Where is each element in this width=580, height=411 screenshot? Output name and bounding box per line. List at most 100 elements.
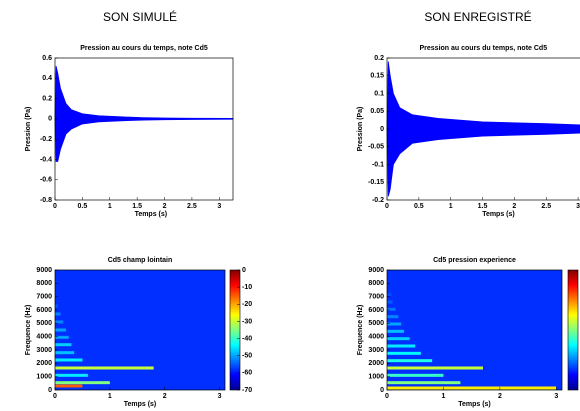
y-tick-label: 5000 (36, 320, 52, 327)
harmonic (55, 366, 154, 370)
y-tick-label: 7000 (368, 294, 384, 301)
y-tick-label: 0.15 (370, 73, 384, 80)
x-tick-label: 2.5 (187, 203, 197, 210)
y-tick-label: 2000 (368, 360, 384, 367)
y-tick-label: 4000 (368, 334, 384, 341)
x-tick-label: 3 (554, 393, 558, 400)
axes-frame (54, 57, 234, 201)
harmonic (55, 335, 69, 339)
y-tick-label: -0.15 (368, 179, 384, 186)
harmonic (387, 381, 461, 385)
colorbar-tick-label: -30 (242, 318, 252, 325)
x-tick-label: 0 (385, 393, 389, 400)
harmonic (55, 384, 83, 388)
waveform (54, 66, 234, 120)
plot-area (55, 58, 233, 200)
axes-frame (54, 269, 226, 391)
waveform (386, 61, 580, 130)
harmonic (55, 304, 58, 308)
harmonic (55, 320, 64, 324)
y-tick-label: -0.2 (40, 136, 52, 143)
y-tick-label: 3000 (368, 347, 384, 354)
x-tick-label: 0.5 (78, 203, 88, 210)
harmonic (55, 373, 88, 377)
waveform (386, 128, 580, 197)
y-tick-label: 0.6 (42, 55, 52, 62)
x-tick-label: 3 (218, 393, 222, 400)
y-axis-label: Frequence (Hz) (25, 305, 32, 356)
y-tick-label: 0 (48, 387, 52, 394)
harmonic (387, 322, 402, 326)
x-tick-label: 2.5 (541, 203, 551, 210)
y-tick-label: 1000 (368, 374, 384, 381)
spectrogram-background (387, 270, 562, 390)
colorbar (567, 269, 579, 391)
colorbar-tick-label: -40 (242, 335, 252, 342)
y-tick-label: -0.2 (372, 197, 384, 204)
spectrogram-background (55, 270, 225, 390)
heading: SON SIMULÉ (103, 9, 177, 24)
colorbar-tick-label: -50 (242, 353, 252, 360)
x-tick-label: 2 (163, 393, 167, 400)
x-tick-label: 2 (498, 393, 502, 400)
harmonic (55, 343, 72, 347)
chart-title: Cd5 champ lointain (108, 257, 173, 264)
x-tick-label: 1.5 (132, 203, 142, 210)
x-tick-label: 1 (108, 203, 112, 210)
colorbar-tick-label: 0 (242, 267, 246, 274)
y-tick-label: 0 (48, 116, 52, 123)
harmonic (387, 329, 404, 333)
x-axis-label: Temps (s) (458, 401, 491, 408)
x-tick-label: 2 (163, 203, 167, 210)
y-tick-label: 8000 (368, 280, 384, 287)
harmonic (387, 351, 421, 355)
y-axis-label: Pression (Pa) (357, 107, 364, 152)
harmonic (387, 300, 393, 304)
y-tick-label: -0.1 (372, 161, 384, 168)
x-tick-label: 3 (217, 203, 221, 210)
x-tick-label: 1.5 (478, 203, 488, 210)
y-tick-label: 0 (380, 387, 384, 394)
colorbar-tick-label: -60 (242, 370, 252, 377)
y-tick-label: 0.4 (42, 75, 52, 82)
y-tick-label: 6000 (368, 307, 384, 314)
harmonic (387, 315, 399, 319)
y-tick-label: 9000 (36, 267, 52, 274)
y-tick-label: 1000 (36, 374, 52, 381)
harmonic (387, 373, 444, 377)
y-tick-label: 0.2 (374, 55, 384, 62)
harmonic (387, 293, 392, 297)
y-tick-label: 4000 (36, 334, 52, 341)
heading: SON ENREGISTRÉ (424, 9, 531, 24)
colorbar-tick-label: -20 (242, 301, 252, 308)
harmonic (387, 344, 416, 348)
y-tick-label: 3000 (36, 347, 52, 354)
x-axis-label: Temps (s) (482, 211, 515, 218)
y-axis-label: Frequence (Hz) (357, 305, 364, 356)
y-tick-label: 5000 (368, 320, 384, 327)
y-tick-label: 6000 (36, 307, 52, 314)
y-tick-label: 0.2 (42, 95, 52, 102)
x-tick-label: 1 (441, 393, 445, 400)
harmonic (55, 358, 83, 362)
y-tick-label: 2000 (36, 360, 52, 367)
chart-title: Cd5 pression experience (433, 257, 516, 264)
harmonic (387, 337, 410, 341)
x-tick-label: 0 (385, 203, 389, 210)
harmonic (387, 359, 433, 363)
axes-frame (386, 269, 563, 391)
y-tick-label: 8000 (36, 280, 52, 287)
y-tick-label: -0.8 (40, 197, 52, 204)
waveform (54, 118, 234, 162)
x-tick-label: 2 (512, 203, 516, 210)
x-axis-label: Temps (s) (135, 211, 168, 218)
harmonic (387, 366, 483, 370)
y-tick-label: -0.05 (368, 144, 384, 151)
colorbar-tick-label: -70 (242, 387, 252, 394)
x-tick-label: 1 (108, 393, 112, 400)
y-tick-label: 0 (380, 126, 384, 133)
y-tick-label: 0.05 (370, 108, 384, 115)
chart-title: Pression au cours du temps, note Cd5 (420, 45, 548, 52)
